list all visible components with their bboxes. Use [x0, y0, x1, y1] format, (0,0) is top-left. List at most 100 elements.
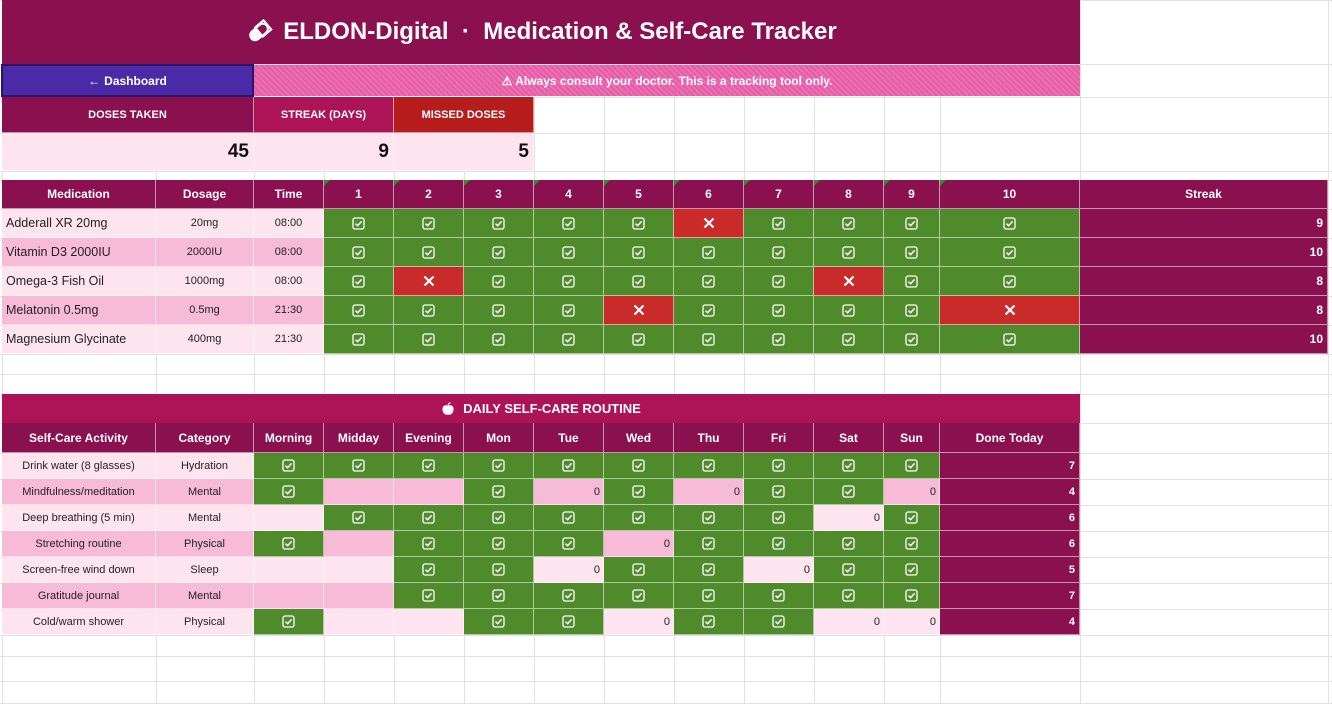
checkbox-checked-icon[interactable]	[562, 332, 575, 346]
dose-taken-cell[interactable]	[394, 209, 464, 238]
checkbox-checked-icon[interactable]	[772, 332, 785, 346]
day-done-cell[interactable]	[604, 505, 674, 531]
checkbox-checked-icon[interactable]	[905, 511, 918, 524]
checkbox-checked-icon[interactable]	[702, 589, 715, 602]
dose-taken-cell[interactable]	[884, 238, 940, 267]
checkbox-checked-icon[interactable]	[905, 245, 918, 259]
checkbox-checked-icon[interactable]	[772, 245, 785, 259]
time-empty-cell[interactable]	[394, 609, 464, 635]
checkbox-checked-icon[interactable]	[422, 511, 435, 524]
checkbox-checked-icon[interactable]	[632, 589, 645, 602]
time-empty-cell[interactable]	[324, 557, 394, 583]
x-mark-icon[interactable]	[1004, 304, 1016, 316]
dose-taken-cell[interactable]	[744, 238, 814, 267]
checkbox-checked-icon[interactable]	[772, 459, 785, 472]
dose-taken-cell[interactable]	[324, 209, 394, 238]
dose-taken-cell[interactable]	[744, 296, 814, 325]
time-done-cell[interactable]	[394, 583, 464, 609]
checkbox-checked-icon[interactable]	[905, 216, 918, 230]
checkbox-checked-icon[interactable]	[562, 589, 575, 602]
dose-taken-cell[interactable]	[534, 296, 604, 325]
dose-taken-cell[interactable]	[534, 325, 604, 354]
dose-taken-cell[interactable]	[814, 209, 884, 238]
day-done-cell[interactable]	[674, 609, 744, 635]
dose-taken-cell[interactable]	[324, 238, 394, 267]
day-done-cell[interactable]	[604, 583, 674, 609]
dose-taken-cell[interactable]	[884, 209, 940, 238]
checkbox-checked-icon[interactable]	[422, 589, 435, 602]
time-done-cell[interactable]	[394, 505, 464, 531]
day-done-cell[interactable]	[464, 531, 534, 557]
time-done-cell[interactable]	[394, 531, 464, 557]
day-done-cell[interactable]	[884, 583, 940, 609]
checkbox-checked-icon[interactable]	[905, 459, 918, 472]
day-done-cell[interactable]	[814, 453, 884, 479]
checkbox-checked-icon[interactable]	[842, 332, 855, 346]
checkbox-checked-icon[interactable]	[632, 459, 645, 472]
day-zero-cell[interactable]: 0	[604, 609, 674, 635]
day-done-cell[interactable]	[534, 505, 604, 531]
checkbox-checked-icon[interactable]	[562, 511, 575, 524]
time-empty-cell[interactable]	[254, 505, 324, 531]
dose-taken-cell[interactable]	[464, 325, 534, 354]
checkbox-checked-icon[interactable]	[352, 245, 365, 259]
checkbox-checked-icon[interactable]	[842, 537, 855, 550]
dose-taken-cell[interactable]	[324, 325, 394, 354]
checkbox-checked-icon[interactable]	[905, 303, 918, 317]
day-done-cell[interactable]	[884, 531, 940, 557]
dose-taken-cell[interactable]	[674, 267, 744, 296]
dose-taken-cell[interactable]	[464, 296, 534, 325]
time-empty-cell[interactable]	[324, 609, 394, 635]
x-mark-icon[interactable]	[843, 275, 855, 287]
dose-missed-cell[interactable]	[674, 209, 744, 238]
checkbox-checked-icon[interactable]	[1003, 332, 1016, 346]
checkbox-checked-icon[interactable]	[772, 511, 785, 524]
checkbox-checked-icon[interactable]	[702, 563, 715, 576]
dose-taken-cell[interactable]	[884, 296, 940, 325]
checkbox-checked-icon[interactable]	[562, 615, 575, 628]
checkbox-checked-icon[interactable]	[1003, 245, 1016, 259]
day-done-cell[interactable]	[884, 453, 940, 479]
checkbox-checked-icon[interactable]	[702, 332, 715, 346]
time-done-cell[interactable]	[394, 453, 464, 479]
day-done-cell[interactable]	[464, 609, 534, 635]
time-done-cell[interactable]	[254, 531, 324, 557]
checkbox-checked-icon[interactable]	[702, 245, 715, 259]
day-done-cell[interactable]	[464, 557, 534, 583]
checkbox-checked-icon[interactable]	[842, 216, 855, 230]
day-done-cell[interactable]	[674, 531, 744, 557]
checkbox-checked-icon[interactable]	[492, 332, 505, 346]
dose-taken-cell[interactable]	[744, 267, 814, 296]
dose-taken-cell[interactable]	[464, 238, 534, 267]
checkbox-checked-icon[interactable]	[772, 615, 785, 628]
dose-taken-cell[interactable]	[674, 325, 744, 354]
checkbox-checked-icon[interactable]	[492, 589, 505, 602]
time-done-cell[interactable]	[324, 453, 394, 479]
day-done-cell[interactable]	[884, 505, 940, 531]
time-empty-cell[interactable]	[324, 583, 394, 609]
day-zero-cell[interactable]: 0	[534, 557, 604, 583]
checkbox-checked-icon[interactable]	[562, 216, 575, 230]
checkbox-checked-icon[interactable]	[702, 303, 715, 317]
day-done-cell[interactable]	[814, 557, 884, 583]
checkbox-checked-icon[interactable]	[422, 332, 435, 346]
x-mark-icon[interactable]	[633, 304, 645, 316]
time-done-cell[interactable]	[324, 505, 394, 531]
dose-taken-cell[interactable]	[884, 267, 940, 296]
dose-taken-cell[interactable]	[814, 325, 884, 354]
checkbox-checked-icon[interactable]	[842, 303, 855, 317]
checkbox-checked-icon[interactable]	[702, 537, 715, 550]
checkbox-checked-icon[interactable]	[422, 537, 435, 550]
day-done-cell[interactable]	[534, 583, 604, 609]
checkbox-checked-icon[interactable]	[702, 511, 715, 524]
dose-taken-cell[interactable]	[604, 238, 674, 267]
checkbox-checked-icon[interactable]	[772, 589, 785, 602]
dose-taken-cell[interactable]	[394, 325, 464, 354]
checkbox-checked-icon[interactable]	[702, 274, 715, 288]
checkbox-checked-icon[interactable]	[492, 563, 505, 576]
checkbox-checked-icon[interactable]	[352, 459, 365, 472]
dose-taken-cell[interactable]	[674, 238, 744, 267]
checkbox-checked-icon[interactable]	[632, 274, 645, 288]
day-zero-cell[interactable]: 0	[884, 609, 940, 635]
day-zero-cell[interactable]: 0	[604, 531, 674, 557]
